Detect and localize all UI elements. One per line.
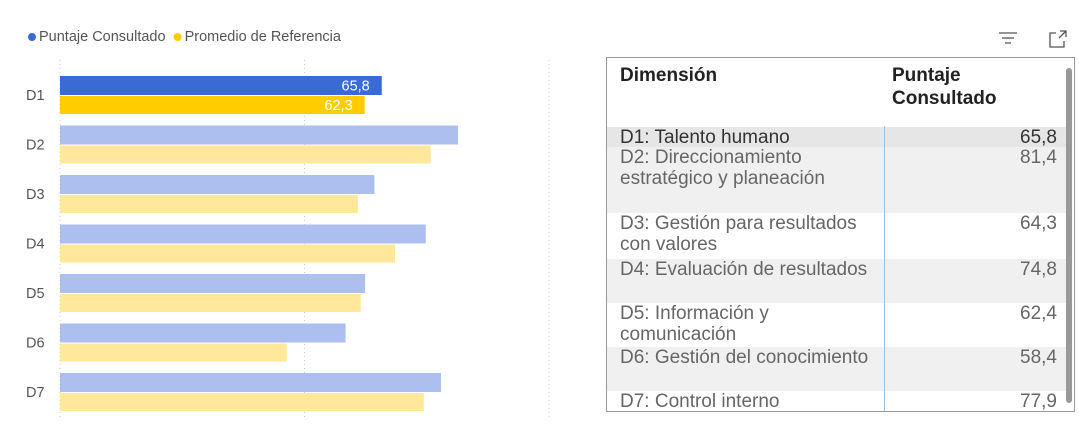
column-header: Puntaje Consultado xyxy=(892,65,997,109)
bar xyxy=(60,343,287,362)
table: Dimensión Puntaje Consultado D1: Talento… xyxy=(606,57,1075,412)
table-row[interactable]: D5: Información y comunicación 62,4 xyxy=(607,303,1067,347)
legend-label: Puntaje Consultado xyxy=(39,29,166,45)
bar xyxy=(60,323,346,343)
value-cell: 74,8 xyxy=(1020,259,1057,280)
y-tick-label: D3 xyxy=(26,187,45,203)
y-tick-label: D5 xyxy=(26,286,45,302)
value-cell: 62,4 xyxy=(1020,303,1057,324)
bar xyxy=(60,96,365,114)
bar xyxy=(60,393,424,411)
bar xyxy=(60,294,361,312)
bar xyxy=(60,195,358,213)
value-cell: 64,3 xyxy=(1020,213,1057,234)
column-separator xyxy=(884,126,885,411)
name-cell: D2: Direccionamiento estratégico y plane… xyxy=(620,147,825,189)
legend-marker xyxy=(173,33,182,41)
bar xyxy=(60,373,441,392)
value-cell: 58,4 xyxy=(1020,347,1057,368)
bar xyxy=(60,76,382,95)
value-cell: 77,9 xyxy=(1020,391,1057,412)
data-label: 62,3 xyxy=(324,98,352,114)
y-tick-label: D7 xyxy=(26,385,45,401)
y-tick-label: D6 xyxy=(26,335,45,351)
name-cell: D4: Evaluación de resultados xyxy=(620,259,868,280)
focus-icon[interactable] xyxy=(1049,30,1067,48)
table-row[interactable]: D2: Direccionamiento estratégico y plane… xyxy=(607,147,1067,213)
table-row[interactable]: D1: Talento humano 65,8 xyxy=(607,127,1067,148)
legend-label: Promedio de Referencia xyxy=(185,29,342,45)
table-row[interactable]: D3: Gestión para resultados con valores 6… xyxy=(607,213,1067,259)
name-cell: D5: Información y comunicación xyxy=(620,303,769,345)
bar xyxy=(60,274,366,293)
y-tick-label: D4 xyxy=(26,236,45,252)
y-tick-label: D1 xyxy=(26,88,45,104)
scrollbar[interactable] xyxy=(1066,68,1072,403)
y-tick-label: D2 xyxy=(26,137,45,153)
bar xyxy=(60,175,375,194)
name-cell: D1: Talento humano xyxy=(620,127,790,148)
name-cell: D6: Gestión del conocimiento xyxy=(620,347,869,368)
filter-icon[interactable] xyxy=(999,32,1017,44)
table-row[interactable]: D6: Gestión del conocimiento 58,4 xyxy=(607,347,1067,391)
value-cell: 81,4 xyxy=(1020,147,1057,168)
name-cell: D7: Control interno xyxy=(620,391,780,412)
bar xyxy=(60,224,426,244)
bar xyxy=(60,125,459,145)
column-header: Dimensión xyxy=(620,65,718,86)
bar xyxy=(60,244,395,263)
table-row[interactable]: D4: Evaluación de resultados 74,8 xyxy=(607,259,1067,303)
data-label: 65,8 xyxy=(342,78,370,94)
legend-marker xyxy=(28,33,36,41)
bar xyxy=(60,145,431,164)
table-row[interactable]: D7: Control interno 77,9 xyxy=(607,391,1067,412)
value-cell: 65,8 xyxy=(1020,127,1057,148)
name-cell: D3: Gestión para resultados con valores xyxy=(620,213,857,255)
